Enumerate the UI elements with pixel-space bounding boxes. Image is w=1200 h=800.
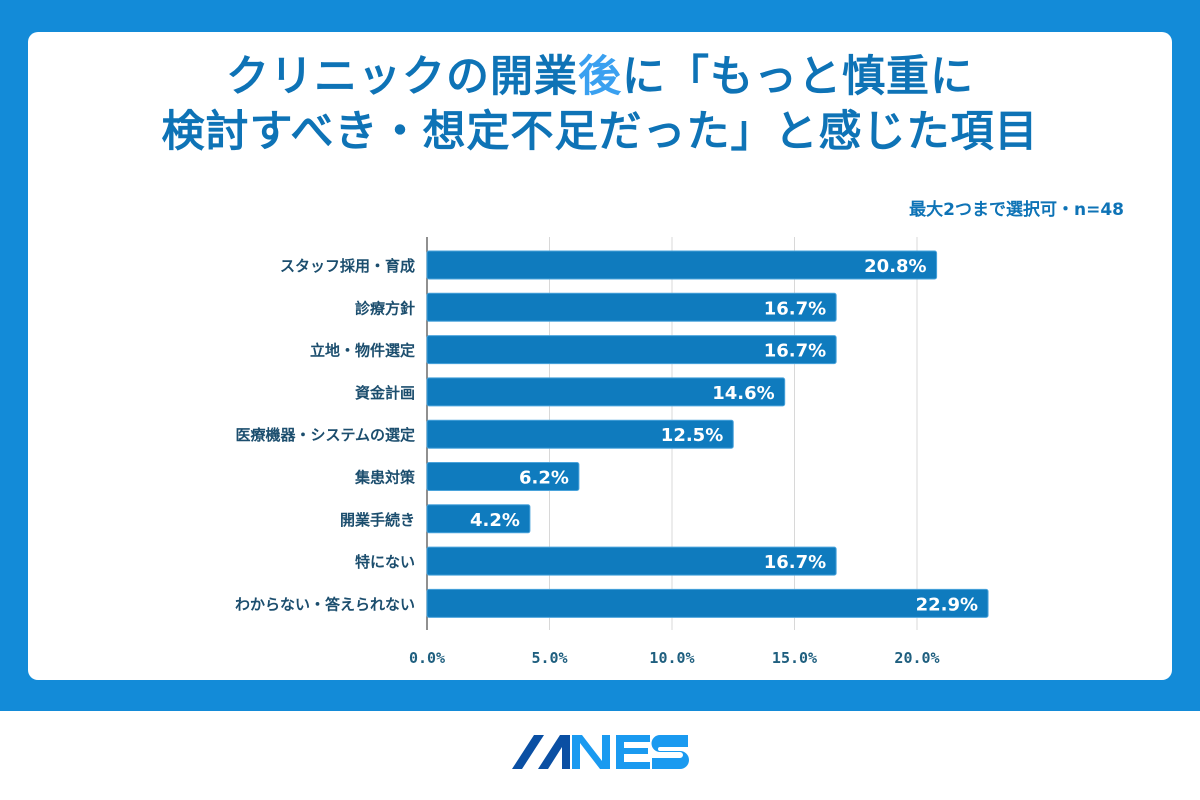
bar [426, 462, 580, 491]
value-label: 16.7% [764, 552, 826, 573]
bar [426, 546, 837, 576]
bar [426, 377, 786, 407]
x-tick-label: 5.0% [531, 649, 567, 667]
title-part: クリニックの開業 [226, 52, 578, 102]
category-label: 資金計画 [355, 384, 415, 402]
x-tick-label: 15.0% [772, 649, 817, 667]
x-tick-label: 0.0% [409, 649, 445, 667]
bar-chart: 0.0% 5.0% 10.0% 15.0% 20.0% 20.8% スタッフ採用・育成 16.… [235, 237, 989, 667]
bar [426, 419, 734, 449]
category-label: わからない・答えられない [235, 595, 415, 613]
value-label: 4.2% [470, 510, 520, 531]
value-label: 16.7% [764, 341, 826, 362]
mnes-logo [512, 735, 689, 769]
bar [426, 250, 938, 280]
bar [426, 588, 989, 618]
value-label: 6.2% [519, 468, 569, 489]
value-label: 16.7% [764, 298, 826, 319]
category-label: 開業手続き [340, 511, 415, 529]
category-label: 診療方針 [355, 299, 415, 317]
x-tick-label: 20.0% [894, 649, 939, 667]
x-tick-label: 10.0% [649, 649, 694, 667]
bar [426, 292, 837, 322]
category-label: 医療機器・システムの選定 [235, 426, 415, 444]
category-label: スタッフ採用・育成 [280, 257, 415, 275]
category-label: 集患対策 [354, 469, 416, 487]
bar [426, 335, 837, 365]
value-label: 12.5% [661, 425, 723, 446]
value-label: 20.8% [864, 256, 926, 277]
chart-subtitle: 最大2つまで選択可・n=48 [909, 200, 1124, 220]
title-highlight: 後 [578, 52, 622, 102]
value-label: 22.9% [916, 594, 978, 615]
category-label: 立地・物件選定 [310, 342, 415, 360]
bar [426, 504, 531, 534]
value-label: 14.6% [712, 383, 774, 404]
chart-title: クリニックの開業後に「もっと慎重に 検討すべき・想定不足だった」と感じた項目 [0, 50, 1200, 160]
title-line-2: 検討すべき・想定不足だった」と感じた項目 [161, 107, 1039, 157]
category-label: 特にない [355, 553, 415, 571]
title-part: に「もっと慎重に [622, 52, 974, 102]
